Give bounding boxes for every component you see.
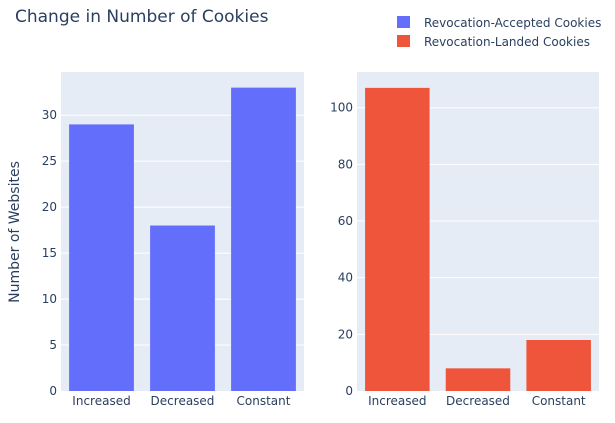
y-tick-label-right: 40 [338,271,353,285]
x-tick-label-left: Decreased [151,394,215,408]
y-axis-label: Number of Websites [7,161,23,303]
legend-item-accepted[interactable]: Revocation-Accepted Cookies [397,16,601,30]
legend-label-landed: Revocation-Landed Cookies [424,35,590,49]
legend: Revocation-Accepted Cookies Revocation-L… [397,16,601,49]
y-tick-label-left: 5 [49,338,57,352]
y-tick-label-left: 15 [42,246,57,260]
legend-label-accepted: Revocation-Accepted Cookies [424,16,601,30]
subplot-left: 0 5 10 15 20 25 30 Increased Decreased Constant [42,72,304,408]
x-tick-label-left: Constant [237,394,291,408]
subplot-right: 0 20 40 60 80 100 Increased Decreased Constant [330,72,599,408]
bar-left-constant[interactable] [231,87,296,392]
legend-swatch-accepted [397,16,410,28]
bar-right-increased[interactable] [365,87,430,392]
y-tick-label-left: 10 [42,292,57,306]
bar-right-constant[interactable] [526,340,591,391]
chart-title: Change in Number of Cookies [15,7,269,27]
bar-left-increased[interactable] [69,124,134,391]
x-tick-label-right: Decreased [446,394,510,408]
x-tick-label-right: Constant [532,394,586,408]
y-tick-label-left: 25 [42,154,57,168]
y-tick-label-right: 100 [330,101,353,115]
y-tick-label-right: 60 [338,214,353,228]
y-tick-label-left: 20 [42,200,57,214]
bar-right-decreased[interactable] [445,368,511,391]
x-tick-label-left: Increased [72,394,130,408]
y-tick-label-left: 0 [49,384,57,398]
y-tick-label-right: 0 [345,384,353,398]
legend-swatch-landed [397,35,410,47]
y-tick-label-right: 20 [338,327,353,341]
legend-item-landed[interactable]: Revocation-Landed Cookies [397,35,590,49]
y-tick-label-right: 80 [338,157,353,171]
y-tick-label-left: 30 [42,108,57,122]
bar-left-decreased[interactable] [150,225,215,391]
x-tick-label-right: Increased [368,394,426,408]
